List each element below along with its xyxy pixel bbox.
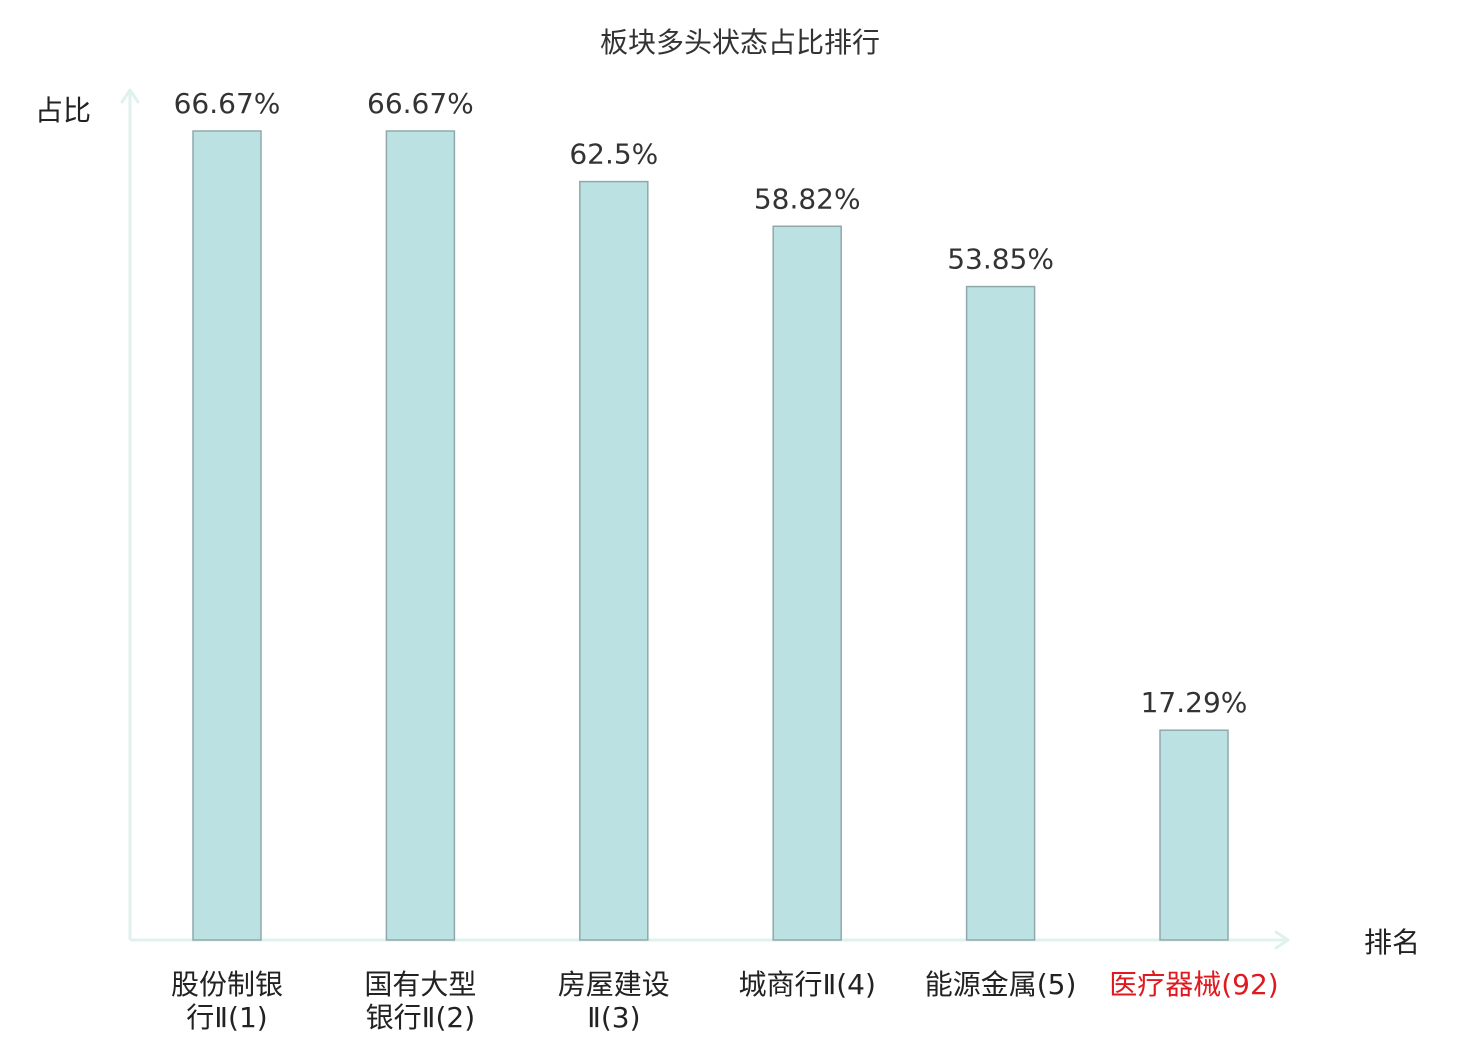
bar — [1159, 729, 1229, 941]
x-axis-label: 排名 — [1364, 926, 1420, 959]
bar — [385, 130, 456, 941]
category-tick-label: 股份制银行Ⅱ(1) — [171, 968, 283, 1034]
category-tick-label: 房屋建设 Ⅱ(3) — [558, 968, 670, 1034]
bar-value-label: 17.29% — [1141, 686, 1248, 719]
chart-title: 板块多头状态占比排行 — [600, 26, 880, 59]
bar-value-label: 58.82% — [754, 182, 861, 215]
bar-value-label: 53.85% — [947, 243, 1054, 276]
axes — [120, 88, 1290, 950]
bar-value-label: 66.67% — [174, 87, 281, 120]
bar-value-label: 62.5% — [569, 138, 658, 171]
bar-value-label: 66.67% — [367, 87, 474, 120]
category-tick-label: 能源金属(5) — [925, 968, 1077, 1001]
x-axis-arrow — [1274, 930, 1290, 950]
category-labels-group: 股份制银行Ⅱ(1) 国有大型银行Ⅱ(2) 房屋建设 Ⅱ(3) 城商行Ⅱ(4) 能源金属(5… — [171, 968, 1279, 1034]
bar — [192, 130, 262, 941]
bars-group — [192, 130, 1229, 941]
y-axis-arrow — [120, 88, 140, 104]
bar — [965, 285, 1036, 941]
bar — [579, 180, 649, 941]
value-labels-group: 66.67% 66.67% 62.5% 58.82% 53.85% 17.29% — [174, 87, 1248, 719]
category-tick-label: 医疗器械(92) — [1109, 968, 1278, 1001]
y-axis-label: 占比 — [35, 94, 91, 127]
category-tick-label: 国有大型银行Ⅱ(2) — [364, 968, 476, 1034]
category-tick-label: 城商行Ⅱ(4) — [738, 968, 875, 1001]
bar — [772, 225, 842, 941]
